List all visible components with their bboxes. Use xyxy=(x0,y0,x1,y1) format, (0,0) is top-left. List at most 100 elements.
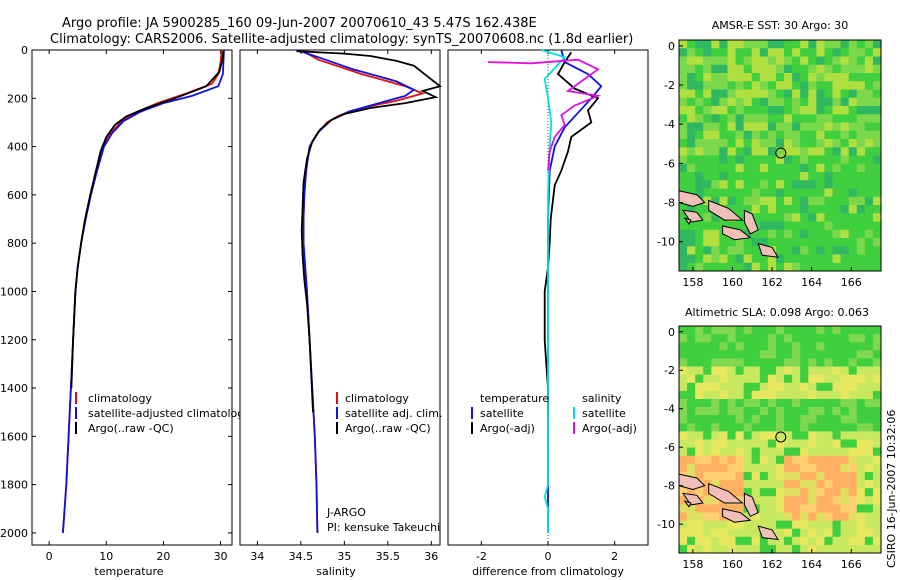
heatmap-cell xyxy=(864,139,874,148)
program-label: J-ARGO xyxy=(326,506,366,519)
x-tick-label: 20 xyxy=(156,550,170,563)
heatmap-cell xyxy=(784,439,793,449)
heatmap-cell xyxy=(816,246,825,255)
heatmap-cell xyxy=(775,196,785,206)
heatmap-cell xyxy=(759,358,769,368)
heatmap-cell xyxy=(864,439,874,449)
heatmap-cell xyxy=(792,528,801,538)
heatmap-cell xyxy=(751,342,761,351)
heatmap-cell xyxy=(711,512,720,522)
heatmap-cell xyxy=(727,366,737,376)
heatmap-cell xyxy=(719,40,728,49)
heatmap-cell xyxy=(792,439,801,449)
heatmap-cell xyxy=(824,398,834,408)
heatmap-cell xyxy=(703,81,712,90)
heatmap-cell xyxy=(743,480,753,489)
heatmap-cell xyxy=(703,213,712,222)
heatmap-cell xyxy=(824,326,834,335)
heatmap-cell xyxy=(687,106,696,115)
sst-map-frame xyxy=(678,39,882,272)
heatmap-cell xyxy=(711,122,720,132)
heatmap-cell xyxy=(816,520,825,530)
heatmap-cell xyxy=(727,528,737,538)
heatmap-cell xyxy=(784,488,793,497)
heatmap-cell xyxy=(687,188,696,198)
heatmap-cell xyxy=(840,326,850,335)
heatmap-cell xyxy=(767,130,777,140)
heatmap-cell xyxy=(800,528,809,538)
heatmap-cell xyxy=(735,504,745,513)
heatmap-cell xyxy=(864,188,874,198)
heatmap-cell xyxy=(872,114,882,123)
heatmap-cell xyxy=(800,246,809,255)
legend-label-sal-satellite: satellite xyxy=(582,407,626,420)
heatmap-cell xyxy=(759,262,769,272)
heatmap-cell xyxy=(695,504,704,513)
heatmap-cell xyxy=(792,122,801,132)
heatmap-cell xyxy=(711,439,720,449)
heatmap-cell xyxy=(711,326,720,335)
heatmap-cell xyxy=(816,122,825,132)
heatmap-cell xyxy=(679,488,688,497)
heatmap-cell xyxy=(727,246,737,255)
heatmap-cell xyxy=(695,358,704,368)
heatmap-cell xyxy=(792,188,801,198)
heatmap-cell xyxy=(840,407,850,416)
heatmap-cell xyxy=(792,471,801,481)
heatmap-cell xyxy=(751,520,761,530)
heatmap-cell xyxy=(800,350,809,359)
heatmap-cell xyxy=(759,196,769,206)
heatmap-cell xyxy=(767,40,777,49)
heatmap-cell xyxy=(840,40,850,49)
heatmap-cell xyxy=(719,56,728,66)
heatmap-cell xyxy=(808,447,817,457)
heatmap-cell xyxy=(832,155,842,165)
heatmap-cell xyxy=(735,366,745,376)
heatmap-cell xyxy=(816,431,825,440)
heatmap-cell xyxy=(872,81,882,90)
heatmap-cell xyxy=(800,366,809,376)
heatmap-cell xyxy=(840,536,850,546)
heatmap-cell xyxy=(808,471,817,481)
heatmap-cell xyxy=(824,139,834,148)
heatmap-cell xyxy=(711,544,720,554)
heatmap-cell xyxy=(767,89,777,99)
heatmap-cell xyxy=(711,73,720,82)
heatmap-cell xyxy=(864,89,874,99)
heatmap-cell xyxy=(703,262,712,272)
heatmap-cell xyxy=(711,106,720,115)
heatmap-cell xyxy=(767,163,777,173)
heatmap-cell xyxy=(751,64,761,74)
map-y-tick-label: -10 xyxy=(657,518,675,531)
heatmap-cell xyxy=(816,40,825,49)
heatmap-cell xyxy=(816,350,825,359)
heatmap-cell xyxy=(840,205,850,214)
heatmap-cell xyxy=(727,471,737,481)
heatmap-cell xyxy=(719,423,728,432)
heatmap-cell xyxy=(767,81,777,90)
sla-map-ticks: 158 160 162 164 166 0 -2 -4 -6 -8 -10 xyxy=(657,326,862,571)
heatmap-cell xyxy=(864,334,874,343)
heatmap-cell xyxy=(751,238,761,247)
heatmap-cell xyxy=(832,455,842,465)
heatmap-cell xyxy=(703,528,712,538)
heatmap-cell xyxy=(703,229,712,239)
heatmap-cell xyxy=(759,106,769,115)
heatmap-cell xyxy=(848,439,858,449)
heatmap-cell xyxy=(687,40,696,49)
heatmap-cell xyxy=(848,262,858,272)
heatmap-cell xyxy=(679,40,688,49)
heatmap-cell xyxy=(727,536,737,546)
heatmap-cell xyxy=(775,398,785,408)
depth-tick-label: 0 xyxy=(21,44,28,57)
heatmap-cell xyxy=(848,89,858,99)
heatmap-cell xyxy=(816,213,825,222)
heatmap-cell xyxy=(735,89,745,99)
heatmap-cell xyxy=(711,64,720,74)
heatmap-cell xyxy=(832,139,842,148)
heatmap-cell xyxy=(872,398,882,408)
heatmap-cell xyxy=(767,205,777,214)
heatmap-cell xyxy=(751,358,761,368)
heatmap-cell xyxy=(767,326,777,335)
heatmap-cell xyxy=(848,81,858,90)
